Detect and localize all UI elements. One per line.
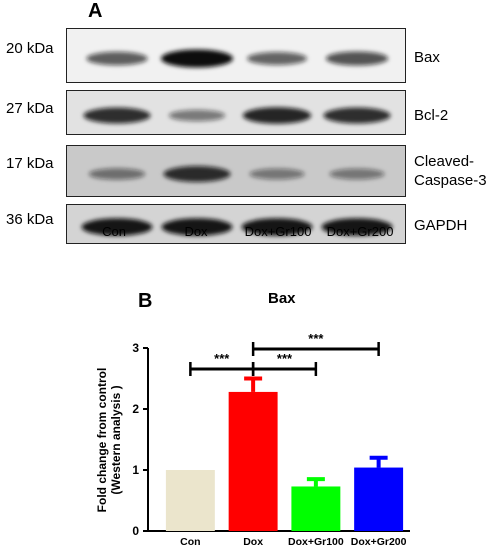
blot-bcl2 [66,90,406,135]
bar-3 [291,486,341,531]
blot-bax [66,28,406,83]
sig-label: *** [308,331,324,346]
protein-label-caspase3-line2: Caspase-3 [414,172,487,189]
band-lane-1 [86,51,148,66]
band-lane-2 [161,218,233,236]
sig-label: *** [277,351,293,366]
y-tick-label: 2 [132,402,139,416]
band-lane-1 [83,107,151,124]
bar-4 [354,467,404,531]
protein-label-gapdh: GAPDH [414,217,468,234]
bar-2 [228,391,278,531]
protein-label-caspase3-line1: Cleaved- [414,153,475,170]
lane-label-con: Con [102,224,126,239]
x-tick-label-1: Con [180,536,200,548]
protein-label-bcl2: Bcl-2 [414,107,449,124]
x-tick-label-2: Dox [243,536,263,548]
band-lane-4 [329,168,385,180]
band-lane-4 [323,107,391,124]
y-tick-label: 1 [132,463,139,477]
band-lane-1 [81,218,153,236]
band-lane-3 [242,107,312,124]
lane-label-dox-gr100: Dox+Gr100 [244,224,312,239]
x-tick-label-3: Dox+Gr100 [288,536,344,548]
band-lane-1 [88,168,146,180]
kda-label-bax: 20 kDa [6,40,54,57]
sig-label: *** [214,351,230,366]
y-tick-label: 3 [132,341,139,355]
bar-1 [165,470,215,531]
band-lane-3 [247,52,307,65]
band-lane-3 [249,168,305,180]
band-lane-2 [161,49,233,68]
band-lane-4 [321,218,393,236]
band-lane-3 [241,218,313,236]
blot-gapdh [66,204,406,244]
blot-caspase3 [66,145,406,197]
kda-label-bcl2: 27 kDa [6,100,54,117]
band-lane-2 [168,109,226,122]
x-tick-label-4: Dox+Gr200 [351,536,407,548]
lane-label-dox-gr200: Dox+Gr200 [326,224,394,239]
panel-a-letter: A [88,0,103,22]
band-lane-4 [325,51,389,66]
protein-label-bax: Bax [414,49,440,66]
kda-label-caspase3: 17 kDa [6,155,54,172]
panel-b-letter: B [138,290,153,312]
chart-title: Bax [268,290,296,307]
y-tick-label: 0 [132,524,139,538]
lane-label-dox: Dox [184,224,208,239]
band-lane-2 [163,166,231,182]
kda-label-gapdh: 36 kDa [6,211,54,228]
